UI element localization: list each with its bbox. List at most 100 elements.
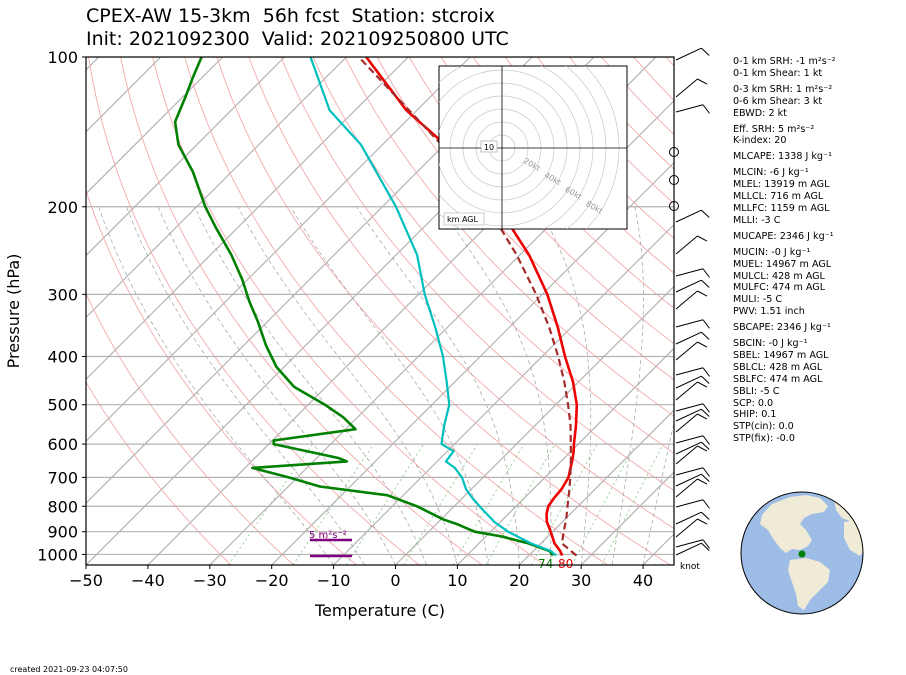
dewpoint-profile-line xyxy=(309,57,557,557)
wind-barb-staff xyxy=(675,478,698,498)
wind-barb xyxy=(675,47,710,61)
hodograph-corner-label: km AGL xyxy=(447,215,479,224)
srh-bars: 5 m²s⁻² xyxy=(309,530,352,558)
mixing-ratio-line xyxy=(452,443,525,565)
wind-barb-staff xyxy=(675,319,704,328)
globe-caribbean-islands xyxy=(792,545,801,548)
wind-barb-staff xyxy=(675,78,698,98)
globe-south-america xyxy=(788,558,830,610)
wind-barb-staff xyxy=(675,413,698,433)
wind-barb-flag xyxy=(701,511,710,520)
wind-barb-staff xyxy=(675,381,698,401)
x-tick-label: −50 xyxy=(69,571,103,590)
isotherm-line xyxy=(395,285,674,565)
index-line: STP(cin): 0.0 xyxy=(733,421,794,433)
index-line: 0-3 km SRH: 1 m²s⁻² xyxy=(733,83,833,95)
wind-barb-staff xyxy=(675,511,702,525)
index-line: 0-1 km Shear: 1 kt xyxy=(733,67,823,79)
wind-barb-staff xyxy=(675,441,702,455)
wind-barb-flag xyxy=(697,413,708,420)
wind-barb xyxy=(675,441,710,455)
wind-barb xyxy=(675,235,708,255)
index-line: SBCAPE: 2346 J kg⁻¹ xyxy=(733,322,831,334)
mixing-ratio-line xyxy=(571,443,636,565)
dry-adiabat-line xyxy=(248,57,674,530)
wind-barb-flag xyxy=(702,319,710,329)
wind-barb xyxy=(675,542,710,556)
index-line: MLEL: 13919 m AGL xyxy=(733,179,830,191)
wind-barb-flag xyxy=(702,539,710,549)
dry-adiabat-line xyxy=(440,57,674,309)
calm-wind-circle xyxy=(669,147,679,157)
x-tick-label: −30 xyxy=(193,571,227,590)
wind-barb-staff xyxy=(675,367,704,376)
x-tick-label: 0 xyxy=(390,571,400,590)
index-line: 0-6 km Shear: 3 kt xyxy=(733,95,823,107)
wind-barb xyxy=(675,499,710,509)
wind-barb-flag xyxy=(697,518,708,525)
wind-barb xyxy=(675,518,708,538)
wind-barb xyxy=(675,435,710,445)
index-line: MLLI: -3 C xyxy=(733,214,781,226)
moist-adiabat-line xyxy=(126,206,365,565)
isotherm-line xyxy=(86,57,471,443)
isotherm-line xyxy=(86,57,347,319)
hodograph-ring-10: 10 xyxy=(484,143,494,152)
x-tick-label: −20 xyxy=(255,571,289,590)
wind-barb-flag xyxy=(701,209,710,218)
wind-barb xyxy=(675,341,708,361)
wind-barb xyxy=(675,319,710,329)
mixing-ratio-line xyxy=(345,443,425,565)
wetbulb-profile-line xyxy=(173,57,554,557)
y-tick-label: 500 xyxy=(47,396,78,415)
dry-adiabat-line xyxy=(120,57,483,565)
x-tick-label: 30 xyxy=(571,571,591,590)
dry-adiabat-line xyxy=(376,57,674,381)
wind-barb xyxy=(675,413,708,433)
wind-barb xyxy=(675,331,710,345)
surface-labels: 74 80 xyxy=(538,557,573,571)
moist-adiabat-line xyxy=(237,206,458,565)
wind-barb-flag xyxy=(701,473,710,482)
wind-barb xyxy=(675,445,708,465)
wind-barb-staff xyxy=(675,539,704,548)
wind-barb xyxy=(675,78,708,98)
wind-barb-flag xyxy=(701,279,710,288)
moist-adiabat-line xyxy=(537,206,592,565)
y-tick-label: 200 xyxy=(47,198,78,217)
x-tick-label: 40 xyxy=(633,571,653,590)
wind-barb xyxy=(675,381,708,401)
globe-north-america xyxy=(760,495,828,553)
surface-value-label: 80 xyxy=(558,557,573,571)
created-timestamp: created 2021-09-23 04:07:50 xyxy=(10,665,128,674)
index-line: EBWD: 2 kt xyxy=(733,107,787,119)
wind-barbs xyxy=(669,47,710,556)
sounding-indices-list: 0-1 km SRH: -1 m²s⁻² 0-1 km Shear: 1 kt 0-… xyxy=(733,56,836,445)
index-line: MUCIN: -0 J kg⁻¹ xyxy=(733,246,811,258)
wind-barb-flag xyxy=(702,467,710,477)
mixing-ratio-line xyxy=(228,443,313,565)
wind-barb-flag xyxy=(701,441,710,450)
wind-barb xyxy=(675,290,708,310)
wind-barb-staff xyxy=(675,518,698,538)
isotherm-line xyxy=(86,57,409,381)
dry-adiabat-line xyxy=(88,57,420,565)
wind-barb-staff xyxy=(675,341,698,361)
wind-barb xyxy=(675,403,710,413)
wind-barb-flag xyxy=(702,367,710,377)
wind-barb-flag xyxy=(701,331,710,340)
wind-barb-flag xyxy=(697,290,708,297)
y-tick-label: 800 xyxy=(47,497,78,516)
dry-adiabat-line xyxy=(86,381,232,565)
srh-bar-label: 5 m²s⁻² xyxy=(309,530,347,541)
wind-barb xyxy=(675,539,710,549)
y-tick-label: 700 xyxy=(47,468,78,487)
dry-adiabat-line xyxy=(216,57,671,565)
isotherm-line xyxy=(456,347,674,565)
wind-barb-flag xyxy=(697,235,708,242)
wind-barb-staff xyxy=(675,290,698,310)
index-line: Eff. SRH: 5 m²s⁻² xyxy=(733,123,815,135)
temperature-profile-line xyxy=(365,57,579,557)
